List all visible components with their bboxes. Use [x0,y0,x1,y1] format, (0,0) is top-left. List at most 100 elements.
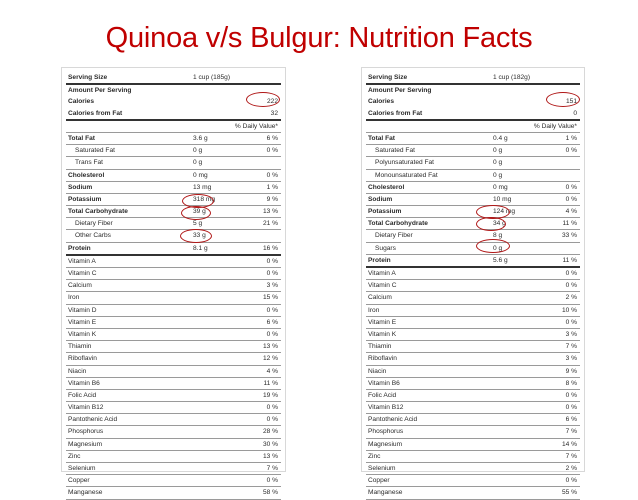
nutrient-name: Phosphorus [368,428,404,436]
serving-size-label: Serving Size [368,74,408,81]
nutrient-daily-value: 0 % [266,404,278,412]
nutrient-name: Sodium [368,195,393,203]
nutrient-daily-value: 55 % [561,489,577,497]
amount-per-serving-label: Amount Per Serving [368,87,432,95]
nutrient-row: Copper 0 % [66,475,281,488]
nutrient-row: Niacin 9 % [366,366,580,378]
nutrient-name: Zinc [368,452,381,460]
calories-value: 151 [565,98,577,106]
nutrient-name: Cholesterol [68,171,105,179]
serving-size-row: Serving Size 1 cup (182g) [366,72,580,86]
nutrient-row: Polyunsaturated Fat 0 g [366,157,580,170]
nutrient-name: Vitamin E [368,318,397,326]
nutrient-daily-value: 0 % [565,183,577,191]
daily-value-header-row: % Daily Value* [366,121,580,133]
bulgur-nutrition-panel: Serving Size 1 cup (182g) Amount Per Ser… [361,67,585,500]
nutrient-name: Vitamin B6 [368,379,400,387]
nutrient-daily-value: 1 % [565,134,577,142]
nutrient-row: Magnesium 14 % [366,439,580,451]
nutrient-row: Manganese 55 % [366,487,580,500]
nutrient-row: Monounsaturated Fat 0 g [366,170,580,182]
nutrient-daily-value: 0 % [565,404,577,412]
nutrient-daily-value: 0 % [565,282,577,290]
nutrient-row: Pantothenic Acid 6 % [366,414,580,427]
nutrient-name: Selenium [68,465,96,472]
nutrient-daily-value: 12 % [262,355,278,363]
nutrient-name: Dietary Fiber [75,220,113,228]
nutrient-daily-value: 6 % [565,416,577,424]
nutrient-daily-value: 33 % [561,232,577,240]
nutrient-name: Vitamin E [68,318,97,326]
nutrient-amount: 39 g [193,208,206,216]
calories-from-fat-row: Calories from Fat 0 [366,108,580,121]
nutrient-name: Riboflavin [68,355,97,363]
serving-size-row: Serving Size 1 cup (185g) [66,72,281,86]
nutrient-amount: 33 g [193,232,206,240]
nutrient-row: Vitamin B6 8 % [366,378,580,390]
nutrient-daily-value: 0 % [565,391,577,399]
nutrient-name: Total Carbohydrate [368,220,428,228]
nutrient-row: Total Fat 0.4 g 1 % [366,133,580,146]
nutrient-daily-value: 7 % [565,428,577,436]
nutrient-name: Total Fat [68,134,95,142]
nutrient-name: Vitamin C [368,282,397,290]
calories-label: Calories [368,98,395,106]
nutrient-daily-value: 0 % [266,477,278,485]
calories-value: 222 [266,98,278,106]
nutrient-name: Dietary Fiber [375,232,413,240]
nutrient-daily-value: 9 % [565,367,577,375]
nutrient-row: Sodium 13 mg 1 % [66,182,281,194]
nutrient-name: Protein [68,244,91,252]
nutrient-amount: 8.1 g [193,244,208,252]
nutrient-row: Total Carbohydrate 39 g 13 % [66,206,281,219]
nutrient-row: Cholesterol 0 mg 0 % [66,170,281,182]
nutrient-name: Niacin [68,367,87,375]
nutrient-daily-value: 2 % [565,294,577,302]
nutrient-row: Riboflavin 3 % [366,353,580,366]
nutrient-row: Protein 8.1 g 16 % [66,243,281,256]
nutrient-daily-value: 15 % [262,294,278,302]
nutrient-amount: 0 mg [193,171,208,179]
nutrient-daily-value: 10 % [561,306,577,314]
daily-value-header: % Daily Value* [533,122,577,130]
nutrient-name: Cholesterol [368,183,405,191]
nutrient-daily-value: 0 % [565,147,577,155]
nutrient-daily-value: 4 % [266,367,278,375]
nutrient-name: Saturated Fat [75,147,115,155]
nutrient-name: Niacin [368,367,387,375]
nutrient-daily-value: 0 % [266,171,278,179]
calories-from-fat-row: Calories from Fat 32 [66,108,281,121]
nutrient-name: Selenium [368,465,396,472]
nutrient-name: Vitamin K [368,330,397,338]
nutrient-amount: 13 mg [193,183,212,191]
nutrient-amount: 0 g [193,147,203,155]
nutrient-daily-value: 0 % [266,270,278,277]
nutrient-name: Manganese [68,489,103,497]
nutrient-row: Vitamin E 6 % [66,317,281,329]
nutrient-daily-value: 30 % [262,440,278,448]
nutrient-name: Other Carbs [75,232,111,240]
nutrient-daily-value: 6 % [266,318,278,326]
nutrient-row: Vitamin A 0 % [366,268,580,281]
nutrient-name: Phosphorus [68,428,104,436]
nutrient-row: Sugars 0 g [366,243,580,255]
nutrient-row: Total Carbohydrate 34 g 11 % [366,218,580,231]
amount-per-serving-label: Amount Per Serving [68,87,132,95]
calories-from-fat-value: 0 [573,109,577,117]
nutrient-row: Phosphorus 7 % [366,426,580,439]
nutrient-daily-value: 58 % [262,489,278,497]
nutrient-daily-value: 4 % [565,208,577,216]
nutrient-name: Total Fat [368,134,395,142]
nutrient-name: Iron [68,294,80,302]
nutrient-name: Copper [68,477,90,485]
nutrient-daily-value: 6 % [266,134,278,142]
nutrient-row: Trans Fat 0 g [66,157,281,170]
nutrient-name: Vitamin B12 [368,404,404,412]
nutrient-row: Manganese 58 % [66,487,281,500]
amount-per-serving-row: Amount Per Serving [66,85,281,96]
nutrient-row: Iron 15 % [66,292,281,305]
nutrient-row: Selenium 2 % [366,463,580,476]
nutrient-row: Vitamin A 0 % [66,256,281,268]
nutrient-name: Vitamin B6 [68,379,100,387]
nutrient-daily-value: 11 % [562,256,577,264]
